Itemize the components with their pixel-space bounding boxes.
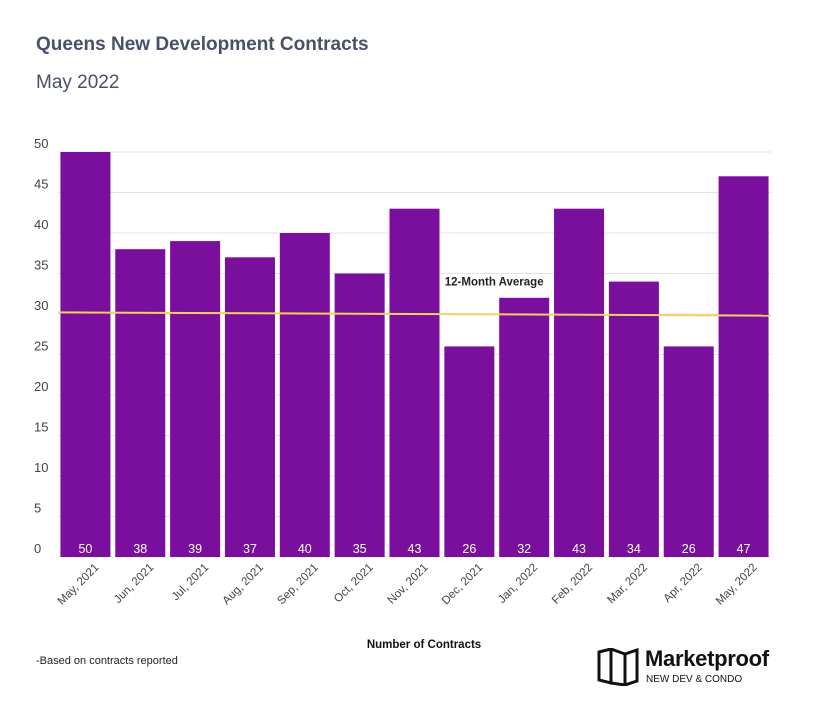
bars <box>60 152 769 558</box>
x-tick-label: May, 2021 <box>56 562 102 608</box>
y-tick-label: 20 <box>34 379 48 394</box>
bar-value-label: 34 <box>627 542 641 556</box>
bar <box>608 281 659 557</box>
bar-value-label: 43 <box>572 542 586 556</box>
bar <box>115 249 166 557</box>
bar-value-label: 50 <box>78 542 92 556</box>
y-tick-label: 0 <box>34 541 41 556</box>
x-axis-ticks: May, 2021 Jun, 2021 Jul, 2021 Aug, 2021 Sep,… <box>56 562 760 608</box>
x-tick-label: Oct, 2021 <box>332 562 376 606</box>
bar-value-label: 26 <box>682 542 696 556</box>
y-tick-label: 10 <box>34 460 48 475</box>
x-tick-label: Aug, 2021 <box>221 562 267 608</box>
x-tick-label: Mar, 2022 <box>605 562 650 607</box>
bar <box>279 233 330 557</box>
bar-value-label: 35 <box>353 542 367 556</box>
x-tick-label: Feb, 2022 <box>550 562 595 607</box>
bar <box>224 257 275 557</box>
bar <box>389 208 440 557</box>
x-tick-label: Jul, 2021 <box>170 562 211 603</box>
chart-title: Queens New Development Contracts <box>36 34 369 55</box>
bar <box>499 297 550 557</box>
y-tick-label: 15 <box>34 420 48 435</box>
x-tick-label: Sep, 2021 <box>275 562 321 608</box>
x-tick-label: Apr, 2022 <box>662 562 705 605</box>
bar-value-label: 38 <box>133 542 147 556</box>
bar-value-label: 39 <box>188 542 202 556</box>
brand-name: Marketproof <box>645 646 769 671</box>
bar-value-label: 37 <box>243 542 257 556</box>
footnote: -Based on contracts reported <box>36 655 178 667</box>
bar <box>554 208 605 557</box>
bar-value-label: 43 <box>408 542 422 556</box>
bar <box>170 241 221 557</box>
x-tick-label: Dec, 2021 <box>440 562 486 608</box>
brand-logo: Marketproof NEW DEV & CONDO <box>597 646 797 690</box>
bar <box>663 346 714 557</box>
y-tick-label: 50 <box>34 136 48 151</box>
bar-value-label: 40 <box>298 542 312 556</box>
marketproof-logo-icon <box>597 648 639 686</box>
bar-value-label: 32 <box>517 542 531 556</box>
chart-subtitle: May 2022 <box>36 72 120 93</box>
data-labels: 50 38 39 37 40 35 43 26 32 43 34 26 47 <box>78 542 750 556</box>
average-line-group: 12-Month Average <box>57 276 772 317</box>
y-axis-ticks: 0 5 10 15 20 25 30 35 40 45 50 <box>34 136 48 556</box>
y-tick-label: 5 <box>34 501 41 516</box>
bar <box>718 176 769 558</box>
bar-value-label: 26 <box>462 542 476 556</box>
bar-value-label: 47 <box>737 542 751 556</box>
y-tick-label: 35 <box>34 258 48 273</box>
x-tick-label: May, 2022 <box>714 562 760 608</box>
brand-tagline: NEW DEV & CONDO <box>646 674 743 685</box>
bar <box>334 273 385 557</box>
x-tick-label: Jan, 2022 <box>496 562 540 606</box>
y-tick-label: 40 <box>34 217 48 232</box>
average-line-label: 12-Month Average <box>445 276 544 288</box>
bar <box>60 152 111 557</box>
x-tick-label: Nov, 2021 <box>386 562 431 607</box>
x-axis-label: Number of Contracts <box>367 639 481 651</box>
average-line <box>57 311 772 317</box>
x-tick-label: Jun, 2021 <box>112 562 156 606</box>
y-tick-label: 30 <box>34 298 48 313</box>
y-tick-label: 45 <box>34 177 48 192</box>
y-tick-label: 25 <box>34 339 48 354</box>
bar <box>444 346 495 557</box>
